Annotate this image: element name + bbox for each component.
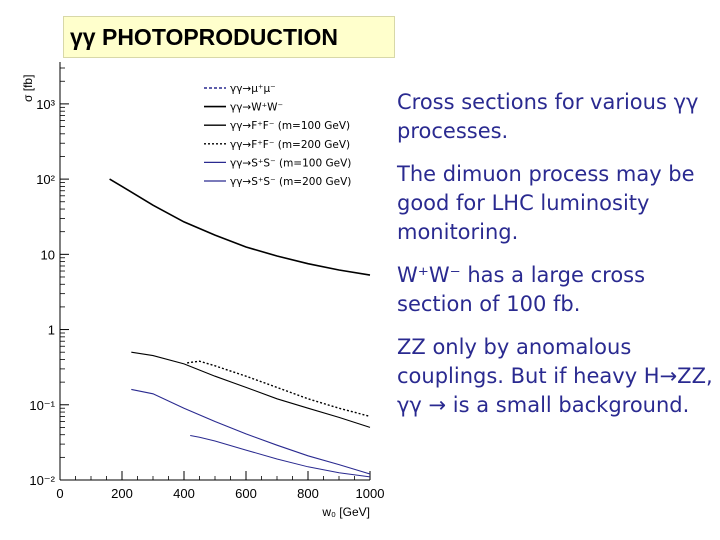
y-tick-label: 10⁻² bbox=[29, 473, 55, 488]
y-tick-label: 1 bbox=[48, 323, 55, 338]
page-title: γγ PHOTOPRODUCTION bbox=[63, 16, 395, 58]
x-tick-label: 1000 bbox=[356, 486, 385, 501]
x-tick-label: 0 bbox=[56, 486, 63, 501]
notes-panel: Cross sections for various γγ processes.… bbox=[397, 88, 715, 434]
legend-label-3: γγ→F⁺F⁻ (m=100 GeV) bbox=[230, 120, 350, 132]
y-tick-label: 10² bbox=[36, 172, 55, 187]
legend-label-2: γγ→W⁺W⁻ bbox=[230, 102, 283, 114]
y-tick-label: 10³ bbox=[36, 97, 55, 112]
y-tick-label: 10⁻¹ bbox=[29, 398, 55, 413]
series-line-5 bbox=[131, 388, 371, 475]
series-line-6 bbox=[190, 435, 371, 478]
legend-label-1: γγ→μ⁺μ⁻ bbox=[230, 83, 276, 95]
legend-label-5: γγ→S⁺S⁻ (m=100 GeV) bbox=[230, 157, 351, 169]
note-ww: W⁺W⁻ has a large cross section of 100 fb… bbox=[397, 263, 646, 316]
y-tick-label: 10 bbox=[41, 247, 55, 262]
x-tick-label: 800 bbox=[297, 486, 319, 501]
x-tick-label: 200 bbox=[111, 486, 133, 501]
note-cross-sections: Cross sections for various γγ processes. bbox=[397, 90, 699, 143]
note-zz: ZZ only by anomalous couplings. But if h… bbox=[397, 335, 713, 417]
series-line-4 bbox=[187, 360, 371, 418]
x-tick-label: 400 bbox=[173, 486, 195, 501]
series-line-3 bbox=[131, 351, 371, 428]
x-tick-label: 600 bbox=[235, 486, 257, 501]
y-axis-title: σ [fb] bbox=[21, 75, 35, 102]
x-axis-title: w₀ [GeV] bbox=[321, 505, 370, 519]
note-dimuon: The dimuon process may be good for LHC l… bbox=[397, 162, 695, 244]
cross-section-chart: 10⁻² 10⁻¹ 1 10 10² 10³ 0 200 400 600 800 1000 w₀ [Ge… bbox=[21, 62, 384, 519]
plot-area bbox=[109, 178, 371, 478]
chart-legend: γγ→μ⁺μ⁻ γγ→W⁺W⁻ γγ→F⁺F⁻ (m=100 GeV) γγ→F⁺F⁻… bbox=[204, 83, 351, 188]
series-line-2 bbox=[109, 178, 371, 276]
chart-axes: 10⁻² 10⁻¹ 1 10 10² 10³ 0 200 400 600 800 1000 w₀ [Ge… bbox=[21, 62, 384, 519]
legend-label-4: γγ→F⁺F⁻ (m=200 GeV) bbox=[230, 139, 350, 151]
legend-label-6: γγ→S⁺S⁻ (m=200 GeV) bbox=[230, 176, 351, 188]
